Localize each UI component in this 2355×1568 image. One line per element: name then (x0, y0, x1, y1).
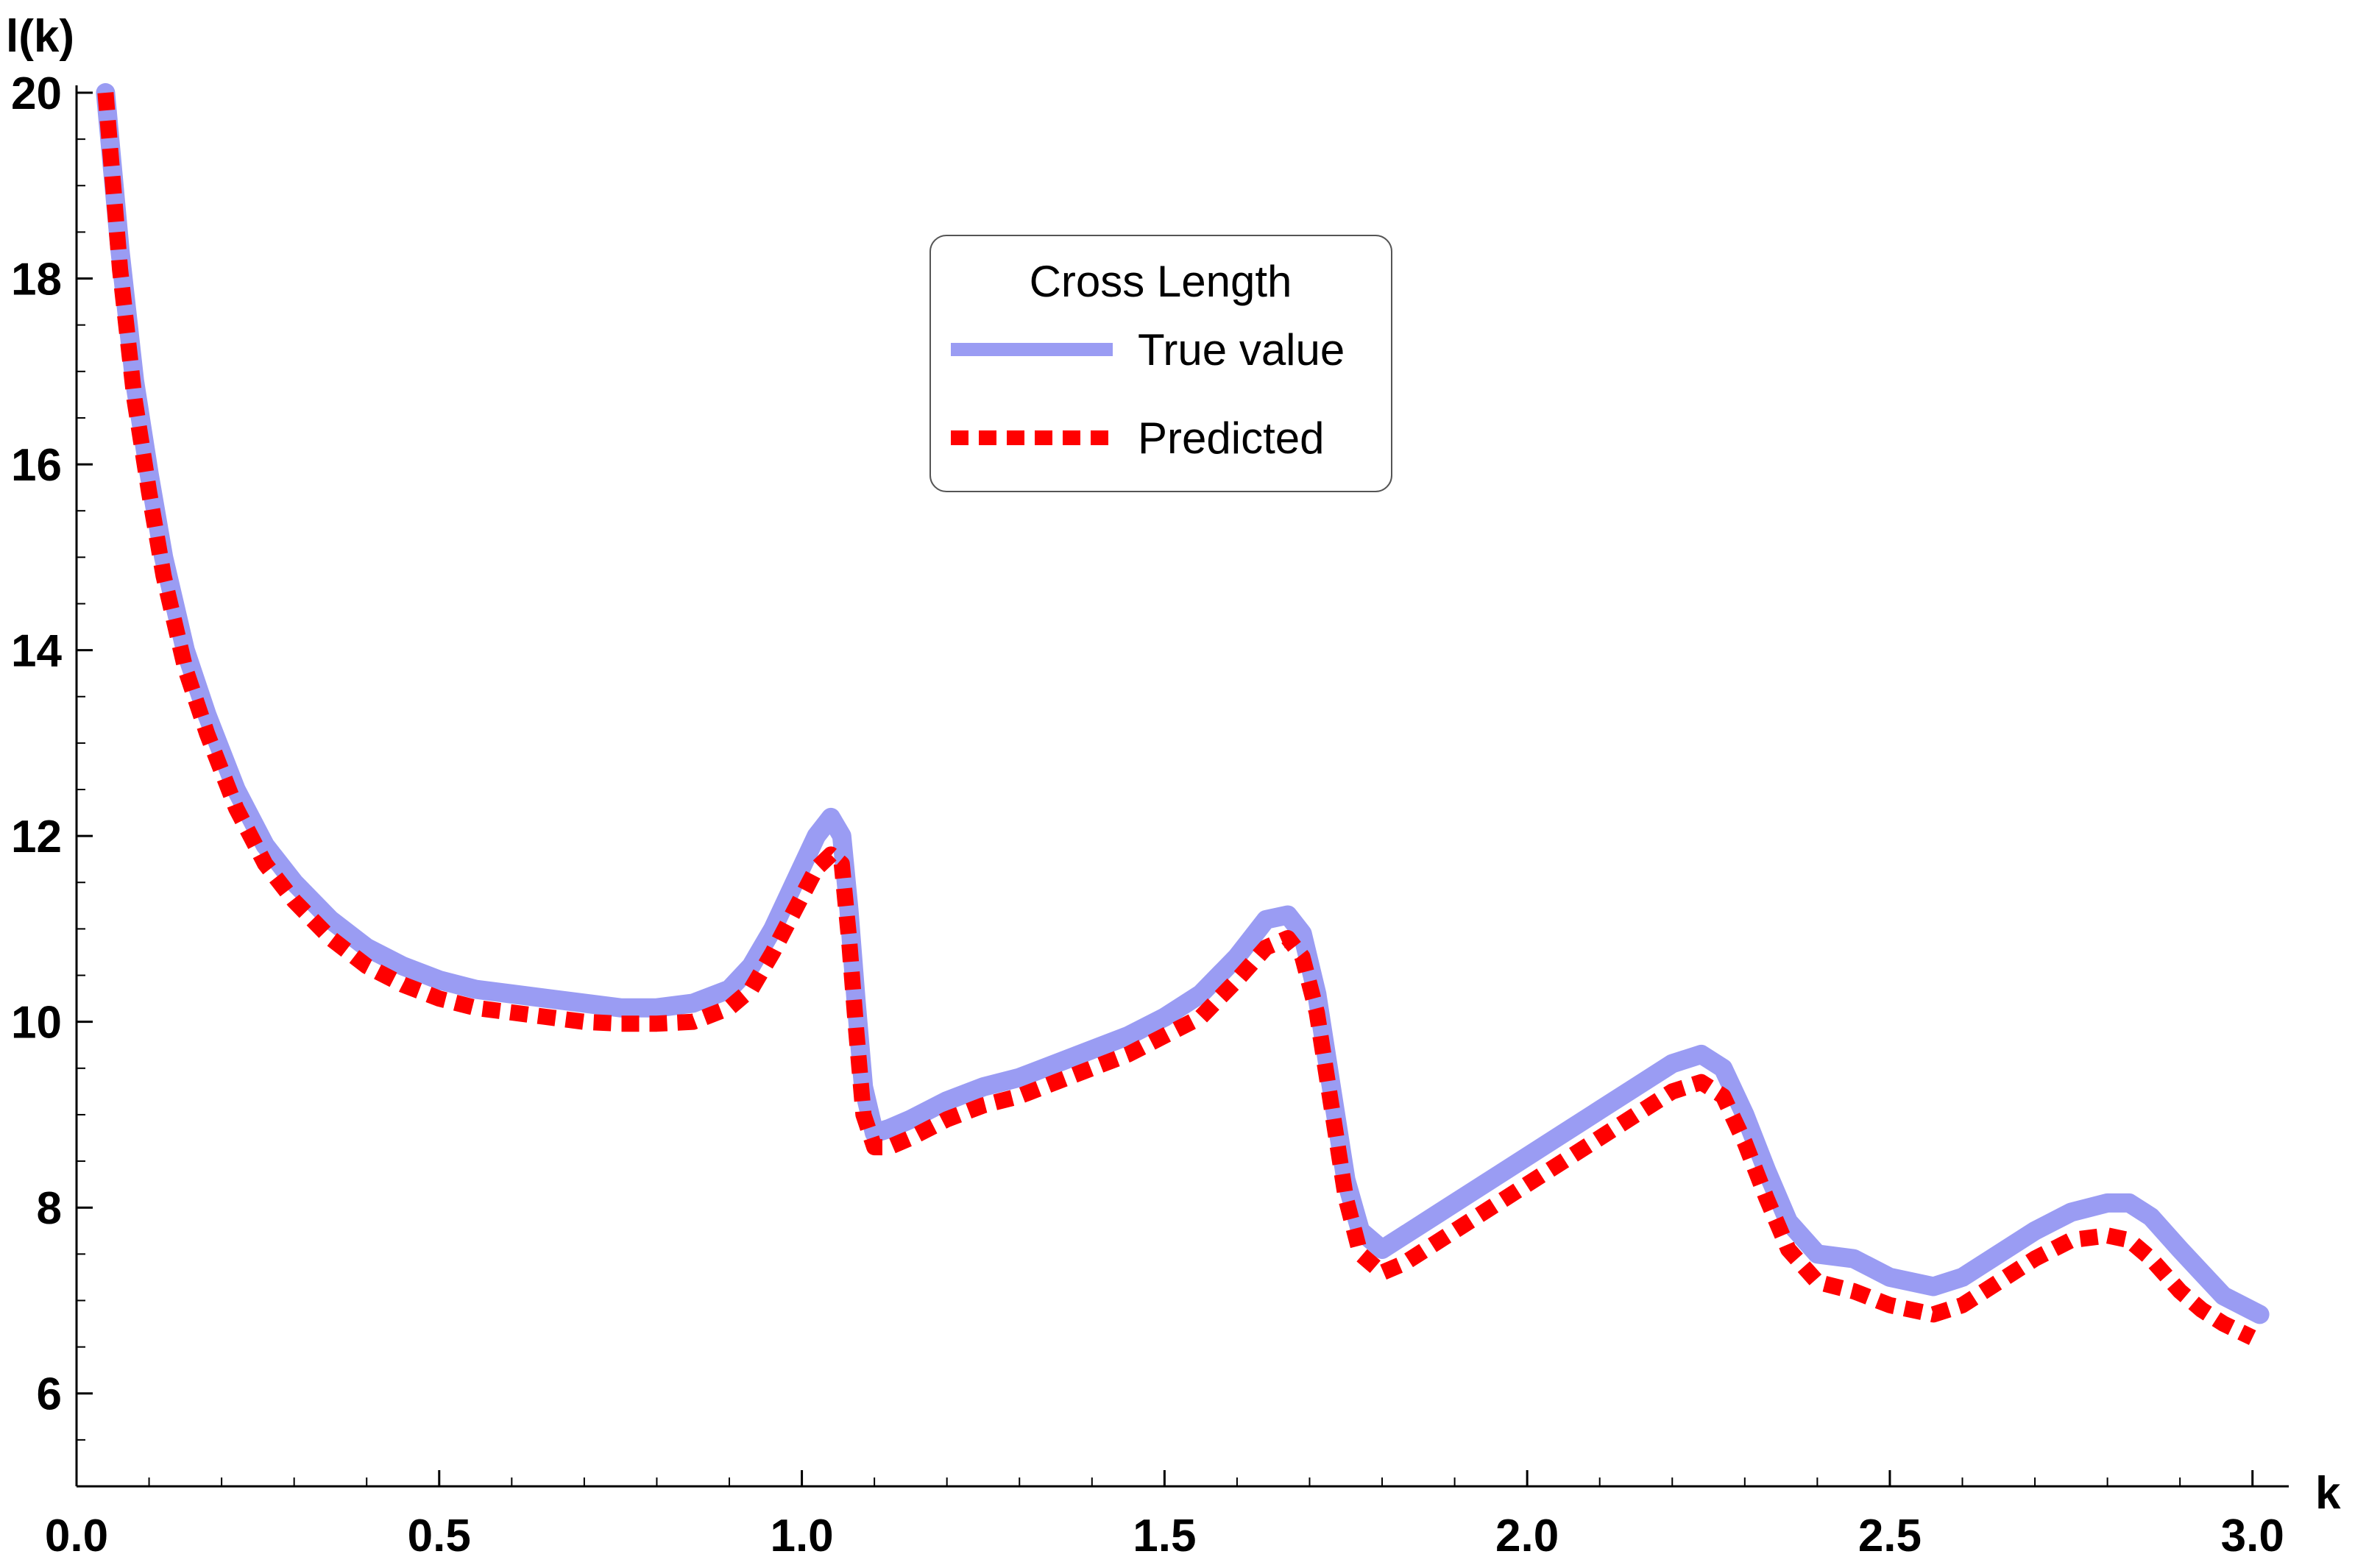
x-tick-label: 2.5 (1858, 1511, 1922, 1561)
y-axis-title: l(k) (6, 11, 74, 62)
x-tick-label: 2.0 (1495, 1511, 1559, 1561)
legend: Cross Length True value Predicted (929, 235, 1392, 492)
x-tick-label: 0.5 (408, 1511, 471, 1561)
x-ticks: 0.0 0.5 1.0 1.5 2.0 2.5 3.0 (45, 1470, 2284, 1561)
legend-label-predicted: Predicted (1138, 414, 1324, 463)
x-tick-label: 1.0 (770, 1511, 833, 1561)
legend-box (929, 235, 1392, 492)
axes: 0.0 0.5 1.0 1.5 2.0 2.5 3.0 6 8 10 12 14 16 18 20 k l… (6, 11, 2341, 1561)
x-axis-title: k (2315, 1468, 2341, 1519)
y-tick-label: 14 (11, 626, 62, 677)
y-tick-label: 10 (11, 998, 62, 1049)
series-line-true-value (96, 83, 2270, 1324)
y-tick-label: 6 (37, 1369, 62, 1420)
x-tick-label: 1.5 (1133, 1511, 1196, 1561)
x-tick-label: 3.0 (2221, 1511, 2284, 1561)
x-tick-label: 0.0 (45, 1511, 108, 1561)
series-layer (96, 83, 2270, 1345)
legend-title: Cross Length (1030, 257, 1292, 306)
y-tick-label: 12 (11, 812, 62, 862)
y-tick-label: 16 (11, 440, 62, 491)
y-tick-label: 20 (11, 68, 62, 119)
y-ticks: 6 8 10 12 14 16 18 20 (11, 68, 93, 1441)
y-tick-label: 8 (37, 1183, 62, 1234)
y-tick-label: 18 (11, 255, 62, 305)
legend-label-true-value: True value (1138, 325, 1345, 375)
series-line-predicted (97, 92, 2256, 1345)
